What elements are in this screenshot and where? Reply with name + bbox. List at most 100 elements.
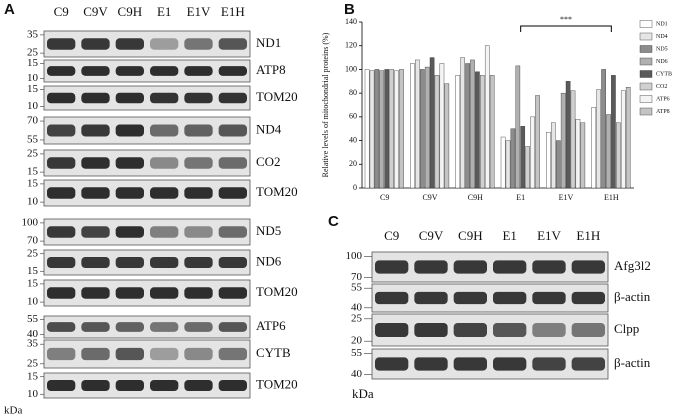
band xyxy=(47,38,76,50)
band xyxy=(532,260,566,274)
blot-label: TOM20 xyxy=(256,184,298,199)
band xyxy=(375,291,409,305)
blot xyxy=(43,339,251,369)
bar xyxy=(475,71,480,189)
legend-label: CYTB xyxy=(656,71,672,77)
legend-swatch xyxy=(639,45,653,53)
band xyxy=(81,347,110,361)
bar xyxy=(364,69,370,189)
panel-label: C xyxy=(328,213,339,230)
band xyxy=(47,124,76,137)
x-tick-label: C9H xyxy=(468,193,483,202)
x-tick-label: E1V xyxy=(559,193,574,202)
blot-label: Clpp xyxy=(614,321,639,336)
bar xyxy=(500,136,506,189)
band xyxy=(150,187,179,199)
band xyxy=(375,357,409,371)
band xyxy=(150,257,179,268)
band xyxy=(414,260,448,274)
bar xyxy=(470,59,475,189)
band xyxy=(414,357,448,371)
marker-label: 25 xyxy=(351,312,363,324)
bar xyxy=(525,146,530,189)
bar xyxy=(565,81,571,189)
band xyxy=(218,226,247,238)
blot xyxy=(371,283,609,313)
legend-swatch xyxy=(639,32,653,41)
band xyxy=(115,226,144,238)
blot-label: TOM20 xyxy=(256,376,298,391)
annotation: *** xyxy=(560,15,572,24)
band xyxy=(414,322,448,338)
x-tick-label: C9V xyxy=(422,193,437,202)
band xyxy=(218,347,247,361)
bar xyxy=(415,59,420,189)
band xyxy=(184,287,213,299)
blot xyxy=(43,30,251,58)
band xyxy=(150,38,179,50)
band xyxy=(218,287,247,299)
band xyxy=(184,187,213,199)
blot-label: ND5 xyxy=(256,223,281,238)
band xyxy=(532,322,566,338)
blot-label: β-actin xyxy=(614,289,651,304)
bar xyxy=(480,75,485,189)
marker-label: 25 xyxy=(27,47,39,59)
band xyxy=(150,66,179,76)
blot xyxy=(43,85,251,111)
band xyxy=(150,157,179,169)
lane-label: E1V xyxy=(537,228,561,243)
bar xyxy=(484,45,490,189)
marker-label: 40 xyxy=(351,301,363,313)
marker-label: 10 xyxy=(27,388,39,400)
bar xyxy=(389,69,394,189)
band xyxy=(184,226,213,238)
legend-swatch xyxy=(639,82,653,91)
bar xyxy=(596,89,601,189)
marker-label: 10 xyxy=(27,296,39,308)
band xyxy=(115,157,144,169)
band xyxy=(150,322,179,332)
marker-label: 55 xyxy=(351,282,363,294)
legend-swatch xyxy=(639,20,653,28)
marker-label: 35 xyxy=(27,28,39,40)
x-tick-label: E1 xyxy=(516,193,525,202)
lane-label: C9 xyxy=(54,4,69,19)
band xyxy=(81,124,110,137)
band xyxy=(81,226,110,238)
blot xyxy=(371,348,609,380)
band xyxy=(115,347,144,361)
band xyxy=(453,357,487,371)
marker-label: 40 xyxy=(351,368,363,380)
band xyxy=(184,322,213,332)
blot-label: ND4 xyxy=(256,121,282,136)
band xyxy=(218,187,247,199)
band xyxy=(81,92,110,104)
blot xyxy=(43,116,251,145)
band xyxy=(375,260,409,274)
y-tick-label: 0 xyxy=(353,183,357,192)
band xyxy=(150,92,179,104)
marker-label: 25 xyxy=(27,247,39,259)
band xyxy=(81,157,110,169)
bar xyxy=(419,69,425,189)
blot xyxy=(43,315,251,339)
marker-label: 15 xyxy=(27,265,39,277)
panel-label: A xyxy=(4,1,15,18)
band xyxy=(81,38,110,50)
unit-label: kDa xyxy=(352,386,374,401)
band xyxy=(47,380,76,391)
lane-label: E1H xyxy=(221,4,245,19)
marker-label: 55 xyxy=(351,347,363,359)
band xyxy=(184,347,213,361)
band xyxy=(81,187,110,199)
blot xyxy=(43,179,251,207)
marker-label: 15 xyxy=(27,166,39,178)
band xyxy=(414,291,448,305)
bar xyxy=(611,75,616,189)
blot-label: ATP8 xyxy=(256,62,286,77)
band xyxy=(453,291,487,305)
bar xyxy=(410,63,415,189)
bar xyxy=(455,75,461,189)
significance-bracket xyxy=(520,25,612,32)
